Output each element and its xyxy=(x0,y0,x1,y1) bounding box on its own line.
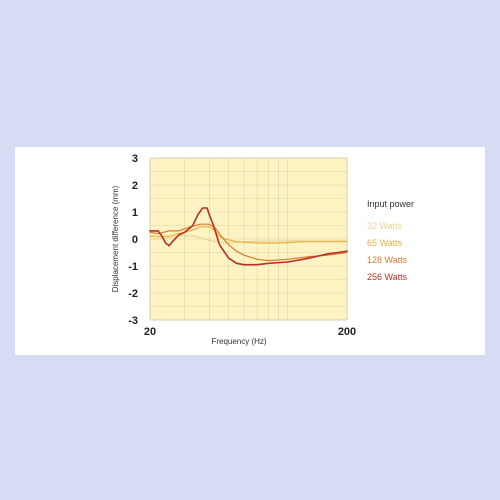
y-tick-label: 2 xyxy=(132,180,138,192)
y-tick-label: -2 xyxy=(128,288,138,300)
legend-entry: 65 Watts xyxy=(367,238,403,248)
series-line xyxy=(149,226,348,244)
legend-entry: 32 Watts xyxy=(367,221,403,231)
legend-title: Input power xyxy=(367,199,414,209)
legend-entry: 256 Watts xyxy=(367,272,408,282)
x-axis-label: Frequency (Hz) xyxy=(211,337,266,346)
series-line xyxy=(149,223,348,262)
y-tick-labels: 3 2 1 0 -1 -2 -3 xyxy=(128,153,138,327)
y-tick-label: 1 xyxy=(132,207,138,219)
series-line xyxy=(149,207,348,266)
grid xyxy=(149,157,348,321)
series-lines xyxy=(149,207,348,266)
x-tick-labels: 20 200 xyxy=(144,326,356,338)
legend: 32 Watts 65 Watts 128 Watts 256 Watts xyxy=(367,221,408,282)
line-chart: 3 2 1 0 -1 -2 -3 20 200 Frequency (Hz) Displace… xyxy=(111,153,414,346)
x-tick-label: 20 xyxy=(144,326,156,338)
chart-card: 3 2 1 0 -1 -2 -3 20 200 Frequency (Hz) Displace… xyxy=(15,147,485,355)
legend-entry: 128 Watts xyxy=(367,255,408,265)
y-tick-label: 3 xyxy=(132,153,138,165)
x-tick-label: 200 xyxy=(338,326,356,338)
y-axis-label: Displacement difference (mm) xyxy=(111,185,120,292)
y-tick-label: 0 xyxy=(132,234,138,246)
y-tick-label: -3 xyxy=(128,315,138,327)
y-tick-label: -1 xyxy=(128,261,138,273)
